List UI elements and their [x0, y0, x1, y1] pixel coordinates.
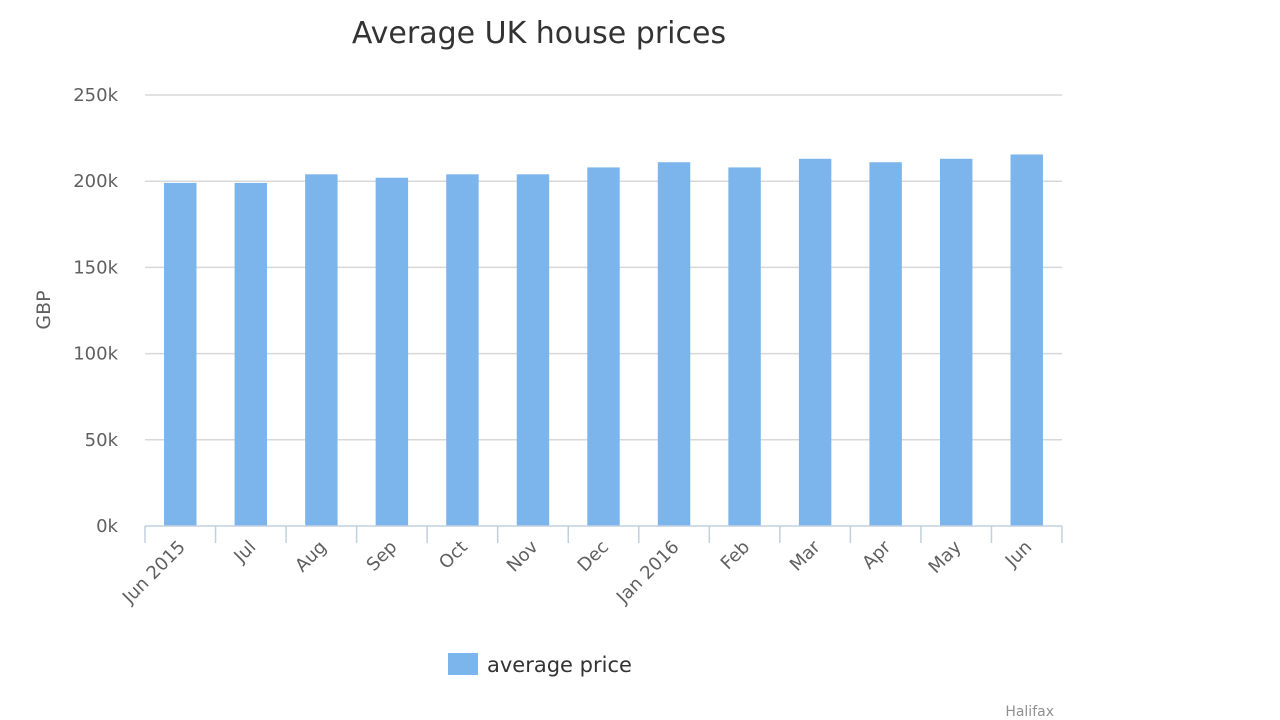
bar[interactable]: [164, 182, 197, 526]
bar[interactable]: [305, 174, 338, 526]
x-axis-ticks: Jun 2015 Jul Aug Sep Oct Nov Dec Jan 2016 Feb Mar…: [118, 536, 1036, 608]
bar[interactable]: [1010, 154, 1043, 526]
x-tick-label: Jan 2016: [612, 537, 684, 609]
bars: [164, 154, 1043, 526]
bar[interactable]: [728, 167, 761, 526]
x-tick-label: Mar: [786, 536, 825, 575]
x-tick-label: May: [925, 536, 966, 577]
x-tick-label: Feb: [717, 537, 754, 574]
y-tick-label: 0k: [96, 516, 118, 537]
x-tick-label: Dec: [574, 537, 613, 576]
chart-title: Average UK house prices: [352, 16, 726, 51]
bar[interactable]: [798, 158, 832, 526]
bar[interactable]: [234, 182, 268, 526]
y-axis-ticks: 0k 50k 100k 150k 200k 250k: [73, 85, 118, 537]
y-tick-label: 200k: [73, 171, 118, 192]
bar[interactable]: [587, 167, 620, 526]
y-tick-label: 50k: [85, 430, 119, 451]
bar[interactable]: [869, 162, 902, 526]
y-tick-label: 250k: [73, 85, 118, 106]
bar[interactable]: [939, 158, 973, 526]
x-tick-label: Jul: [229, 537, 260, 568]
x-tick-label: Nov: [503, 536, 543, 576]
legend[interactable]: average price: [448, 653, 632, 677]
bar[interactable]: [375, 177, 409, 526]
legend-label[interactable]: average price: [487, 653, 632, 677]
x-tick-label: Jun: [1001, 537, 1036, 572]
x-tick-label: Oct: [435, 537, 472, 574]
bar[interactable]: [446, 174, 479, 526]
x-tick-label: Sep: [363, 537, 402, 576]
x-tick-label: Aug: [291, 537, 331, 577]
legend-swatch[interactable]: [448, 653, 478, 675]
y-axis-label: GBP: [33, 290, 55, 329]
bar[interactable]: [516, 174, 550, 526]
x-tick-label: Apr: [858, 536, 895, 573]
x-axis: [144, 525, 1063, 543]
bar[interactable]: [657, 162, 691, 526]
y-tick-label: 100k: [73, 344, 118, 365]
credit-text[interactable]: Halifax: [1005, 704, 1054, 720]
x-tick-label: Jun 2015: [118, 537, 190, 609]
y-tick-label: 150k: [73, 257, 118, 278]
